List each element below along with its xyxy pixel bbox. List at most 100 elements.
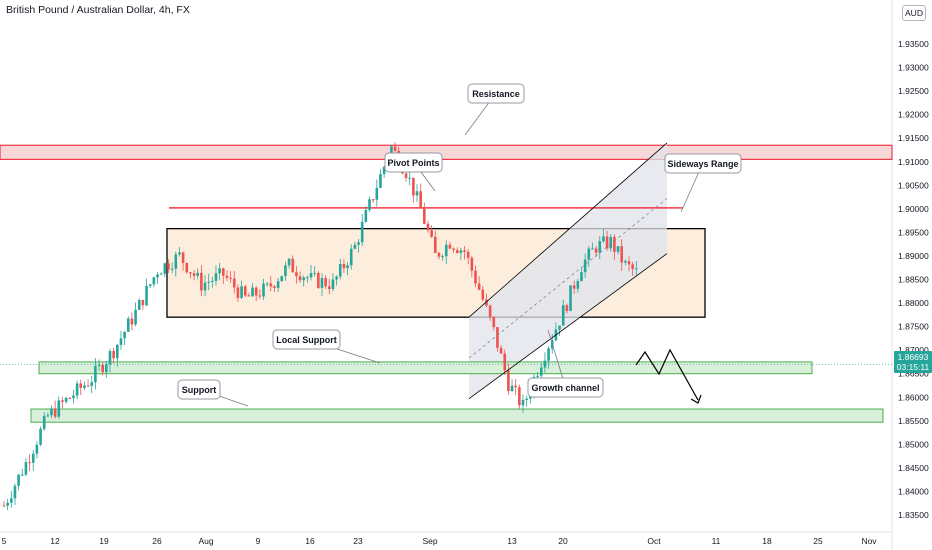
candle-body [57,400,61,417]
price-tick-label: 1.84000 [898,486,929,496]
currency-badge[interactable]: AUD [902,5,926,21]
candle-body [624,261,627,263]
candle-body [415,191,419,196]
candle-body [214,273,218,281]
candle-body [507,370,510,392]
candle-body [583,259,587,273]
candle-body [466,251,470,258]
candle-body [371,199,375,201]
pivot-callout[interactable]: Pivot Points [384,152,443,192]
price-tick-label: 1.91000 [898,157,929,167]
local-support-callout[interactable]: Local Support [272,329,381,364]
candle-body [229,277,232,279]
candle-body [455,250,459,253]
candle-body [46,415,50,417]
candle-body [134,309,137,325]
candle-body [31,453,35,463]
support-callout[interactable]: Support [177,379,249,407]
candle-body [126,318,130,332]
candle-body [591,248,594,250]
candle-body [561,305,565,326]
candle-body [145,285,148,306]
resistance-zone[interactable] [0,144,893,160]
support-zone[interactable] [30,408,884,423]
pivot-callout-text: Pivot Points [387,158,439,168]
candle-body [35,444,39,454]
price-tick-label: 1.85000 [898,439,929,449]
candle-body [313,272,316,274]
local-support-callout-box [272,329,341,350]
candlestick-series [2,142,638,511]
candle-body [94,365,97,383]
candle-body [408,177,412,179]
time-axis[interactable]: 5 12 19 26 Aug 9 16 23 Sep 13 20 Oct 11 18 25 Nov [2,536,878,546]
price-axis[interactable]: 1.93500 1.93000 1.92500 1.92000 1.91500 1.910… [898,39,929,520]
growth-channel-callout[interactable]: Growth channel [527,329,604,398]
candle-body [324,278,327,287]
candle-body [61,400,64,402]
candle-body [375,187,379,200]
candle-body [353,244,357,249]
candle-body [302,277,306,281]
candle-body [262,283,265,297]
candle-body [156,274,159,278]
candle-body [602,236,605,242]
candle-body [39,428,42,445]
price-tick-label: 1.87000 [898,345,929,355]
candle-body [265,283,269,285]
candle-body [159,273,163,275]
sideways-callout[interactable]: Sideways Range [664,153,742,213]
candle-body [598,241,602,253]
candle-body [492,316,496,328]
candle-body [17,474,20,486]
candle-body [627,261,631,265]
candle-body [543,360,547,368]
support-callout-box [177,379,221,400]
candle-body [24,462,28,475]
candle-body [437,252,441,257]
candle-body [97,364,101,366]
local-support-zone[interactable] [38,361,813,375]
candle-body [251,287,254,297]
price-tick-label: 1.89000 [898,251,929,261]
candle-body [481,289,485,300]
resistance-callout[interactable]: Resistance [464,83,525,136]
candle-body [258,295,262,297]
candle-body [240,286,243,298]
candle-body [419,191,422,208]
candle-body [225,275,229,278]
time-tick-label: 20 [558,536,568,546]
price-tick-label: 1.84500 [898,463,929,473]
candle-body [254,287,258,296]
candle-body [64,397,68,402]
current-price-value: 1.86693 [898,352,929,362]
candle-body [441,256,444,258]
candle-body [189,272,192,274]
candle-body [90,382,94,386]
candle-body [503,353,507,371]
candle-body [306,277,309,279]
time-tick-label: 26 [152,536,162,546]
candle-body [631,264,634,270]
candle-body [320,278,324,288]
price-tick-label: 1.90000 [898,204,929,214]
candle-body [317,272,320,288]
candle-body [433,236,437,253]
candle-body [42,415,46,429]
candle-body [273,286,276,288]
candle-body [426,223,430,231]
candle-body [448,244,452,249]
growth-channel-callout-text: Growth channel [531,383,599,393]
candle-body [382,167,386,174]
candle-body [28,462,31,464]
candle-body [488,305,492,317]
sideways-callout-box [664,153,742,174]
pivot-callout-box [384,152,443,173]
candle-body [510,385,514,392]
candle-body [222,268,225,276]
candle-body [463,250,466,252]
candle-body [83,385,86,388]
candle-body [291,258,295,273]
candle-body [364,209,368,222]
